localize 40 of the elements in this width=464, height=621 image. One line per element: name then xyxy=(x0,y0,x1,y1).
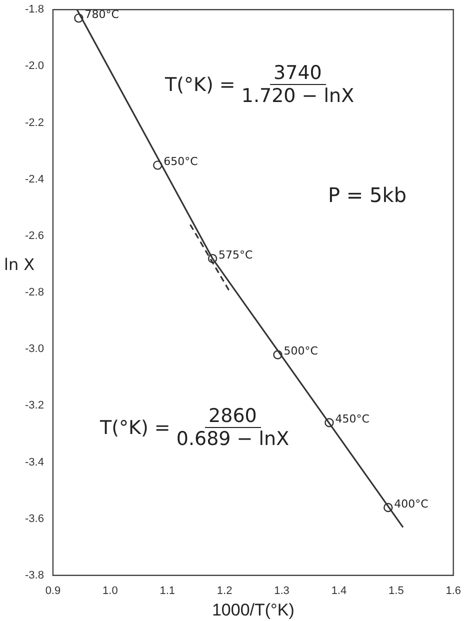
annotation: 3740 xyxy=(270,62,326,85)
y-tick-label: -2.4 xyxy=(24,173,44,186)
annotation: 0.689 − lnX xyxy=(176,428,290,450)
x-tick-label: 1.2 xyxy=(216,585,232,598)
annotation: 780°C xyxy=(84,8,120,21)
y-tick-label: -2.0 xyxy=(24,60,44,72)
annotation: 400°C xyxy=(394,497,429,510)
y-tick-label: -3.8 xyxy=(24,569,44,582)
annotation: 450°C xyxy=(335,412,370,426)
point xyxy=(384,502,393,512)
y-tick-label: -2.6 xyxy=(24,230,44,242)
y-tick-label: -3.6 xyxy=(24,512,44,525)
point xyxy=(208,254,218,264)
annotation: T(°K) = xyxy=(100,416,170,438)
annotation: 2860 xyxy=(204,405,261,428)
point xyxy=(324,418,334,428)
point xyxy=(273,350,282,360)
y-tick-label: -3.2 xyxy=(24,400,44,412)
annotation: 500°C xyxy=(284,344,318,358)
y-tick-label: -3.0 xyxy=(24,343,44,356)
annotation: 575°C xyxy=(218,248,254,262)
y-axis-title: ln X xyxy=(4,254,35,274)
y-tick-label: -2.8 xyxy=(24,286,44,299)
x-tick-label: 1.5 xyxy=(388,585,404,598)
x-tick-label: 1.0 xyxy=(102,585,118,598)
annotation: P = 5kb xyxy=(328,183,407,207)
point xyxy=(74,13,84,23)
x-tick-label: 1.1 xyxy=(160,585,176,598)
y-tick-label: -2.2 xyxy=(24,116,44,129)
point xyxy=(153,160,162,170)
x-tick-label: 1.6 xyxy=(446,585,462,598)
annotation: T(°K) = xyxy=(165,74,236,96)
annotation: 650°C xyxy=(164,155,198,168)
x-tick-label: 1.4 xyxy=(331,585,347,598)
annotation: 1.720 − lnX xyxy=(241,85,354,107)
x-tick-label: 0.9 xyxy=(45,585,61,598)
y-tick-label: -3.4 xyxy=(24,456,44,468)
y-tick-label: -1.8 xyxy=(24,4,44,16)
x-axis-title: 1000/T(°K) xyxy=(212,600,294,620)
x-tick-label: 1.3 xyxy=(274,585,290,598)
